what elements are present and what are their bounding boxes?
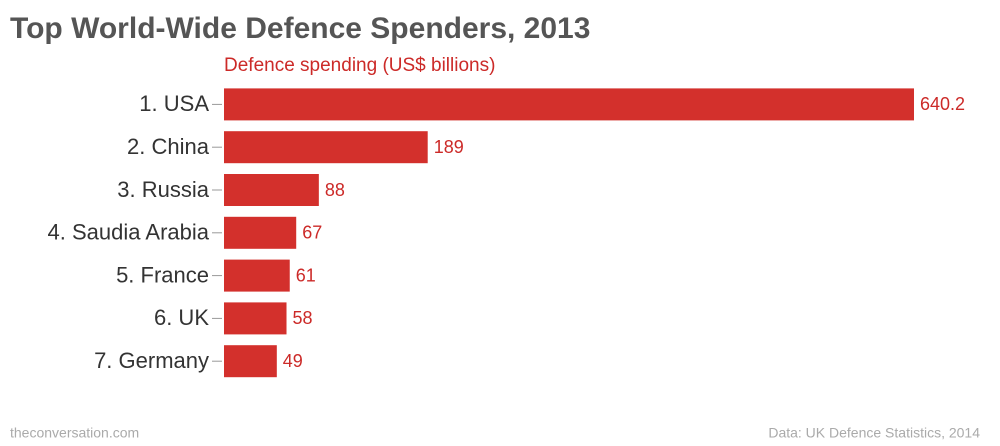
chart-title: Top World-Wide Defence Spenders, 2013 — [10, 12, 590, 45]
value-label: 67 — [302, 223, 322, 243]
value-label: 189 — [434, 137, 464, 157]
value-label: 49 — [283, 351, 303, 371]
category-label: 6. UK — [154, 305, 209, 330]
value-label: 88 — [325, 180, 345, 200]
category-label: 5. France — [116, 262, 209, 287]
source-right: Data: UK Defence Statistics, 2014 — [768, 425, 980, 441]
category-label: 2. China — [127, 134, 210, 159]
bar — [224, 259, 290, 292]
category-label: 7. Germany — [94, 348, 209, 373]
value-label: 61 — [296, 265, 316, 285]
value-label: 58 — [293, 308, 313, 328]
bar — [224, 174, 319, 206]
bar — [224, 302, 287, 335]
category-label: 3. Russia — [117, 177, 209, 202]
bar — [224, 216, 297, 249]
bar — [224, 131, 428, 164]
bar — [224, 88, 914, 121]
chart-subtitle: Defence spending (US$ billions) — [224, 55, 495, 76]
category-label: 1. USA — [139, 91, 209, 116]
value-label: 640.2 — [920, 94, 965, 114]
source-left: theconversation.com — [10, 425, 139, 441]
bar — [224, 345, 277, 378]
category-label: 4. Saudia Arabia — [48, 220, 210, 245]
